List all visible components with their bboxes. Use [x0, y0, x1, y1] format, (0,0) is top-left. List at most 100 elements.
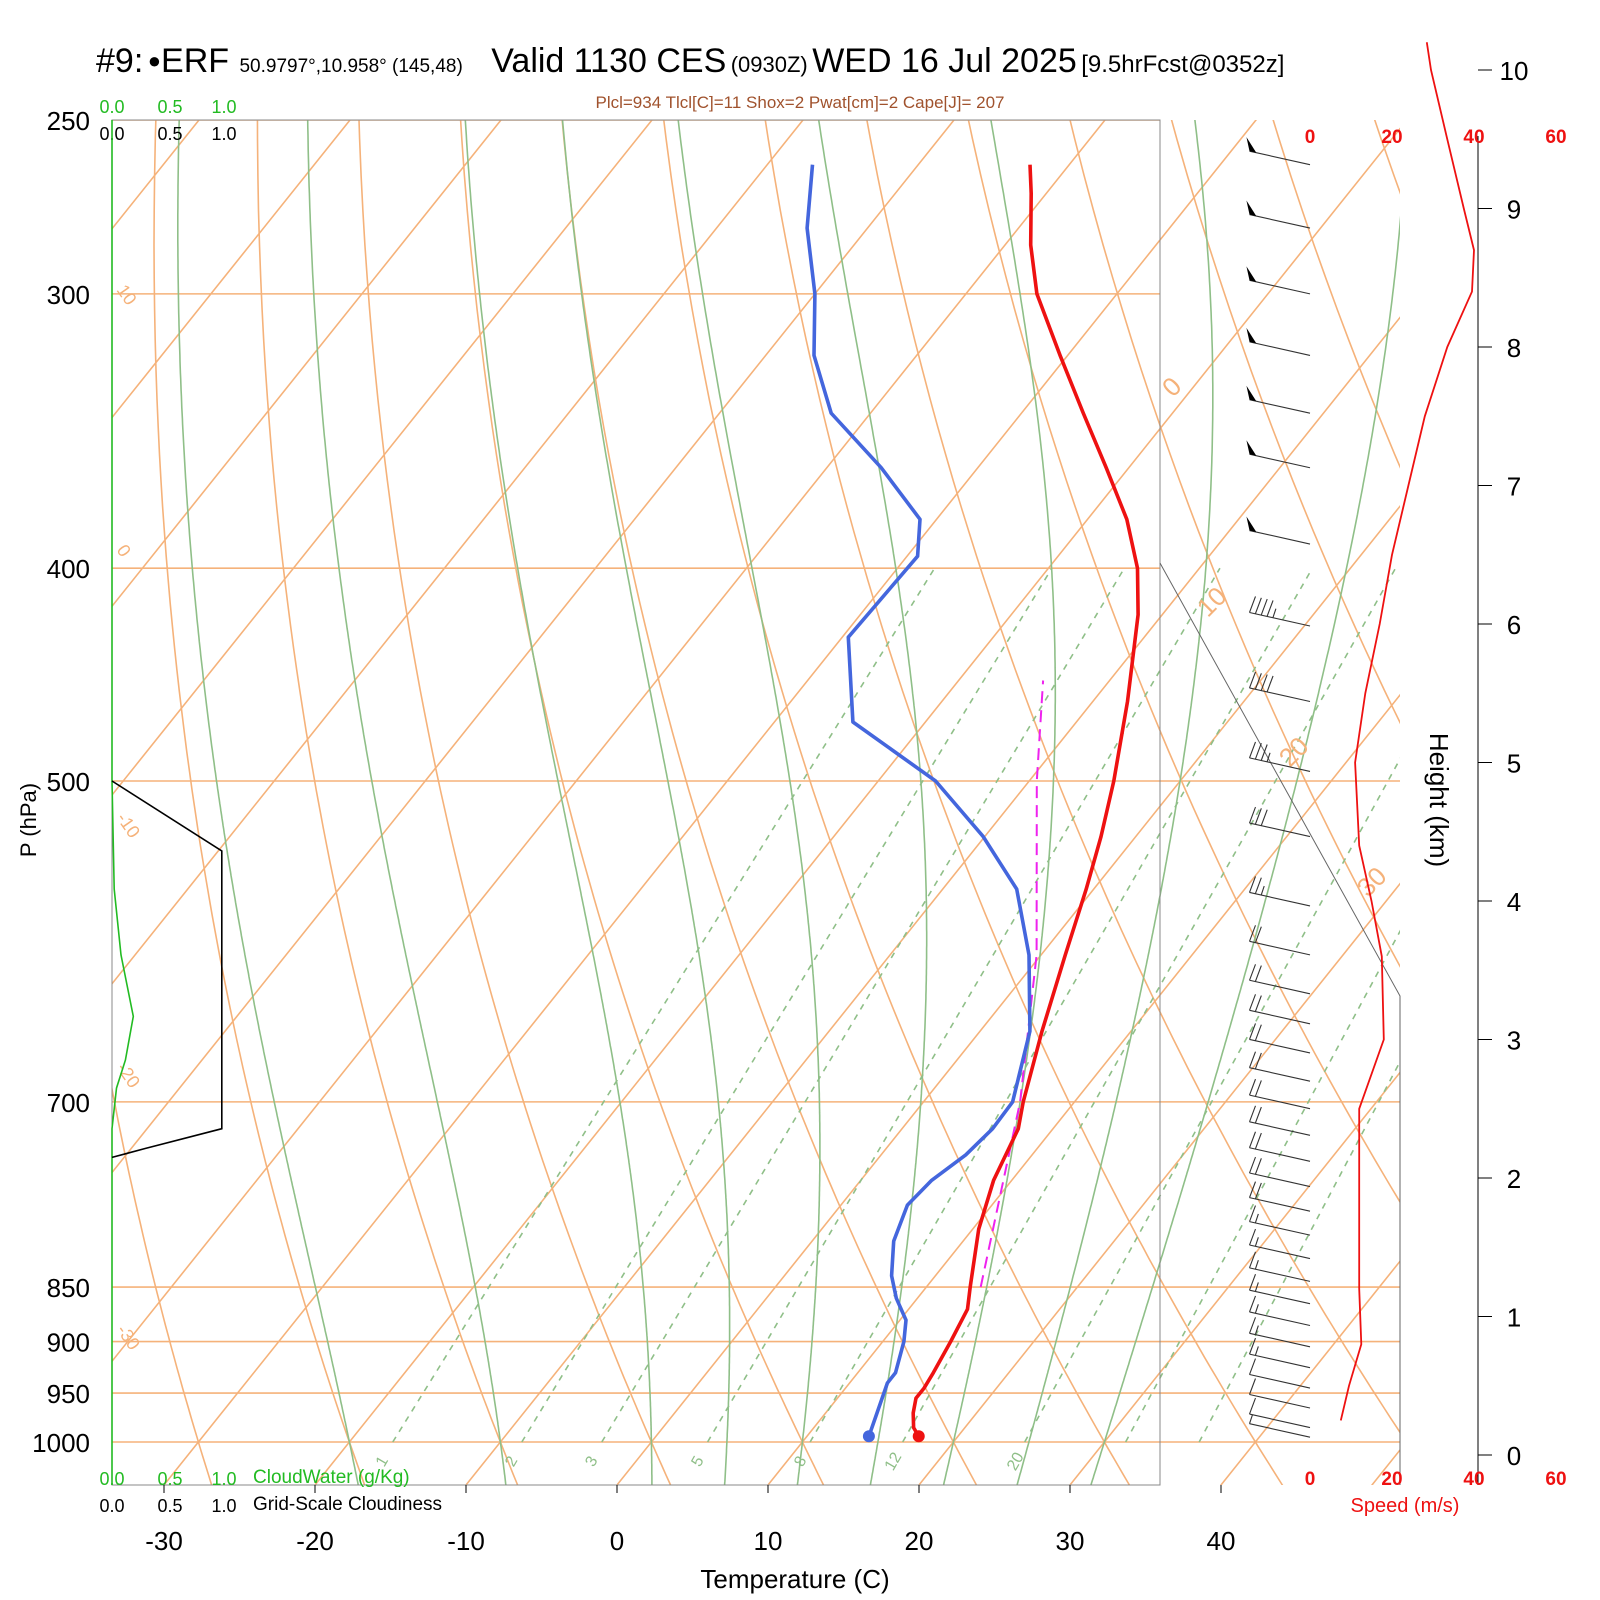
wind-barb-feather [1248, 1228, 1257, 1246]
wind-barb-flag [1246, 200, 1257, 217]
wind-barb [1248, 1131, 1311, 1162]
wind-barb-feather [1248, 1205, 1257, 1222]
mixing-ratio-label: 2 [502, 1453, 521, 1469]
mixing-ratio-line [601, 567, 1125, 1443]
dry-adiabat-line [561, 120, 978, 1485]
wind-barb-feather [1260, 674, 1268, 691]
wind-barb [1248, 1051, 1311, 1082]
wind-barb [1248, 671, 1311, 703]
height-axis-label: Height (km) [1424, 733, 1454, 867]
cloudwater-scale-bottom: 1.0 [211, 1469, 236, 1489]
plot-frame [111, 119, 1161, 1486]
height-tick-label: 0 [1507, 1441, 1521, 1471]
wind-barb [1248, 1205, 1311, 1236]
wind-barb-half-feather [1254, 1259, 1259, 1270]
mixing-ratio-line [901, 567, 1397, 1443]
cloudiness-scale-bottom: 1.0 [211, 1496, 236, 1516]
wind-barb [1246, 440, 1311, 469]
valid-date: WED 16 Jul 2025 [812, 42, 1077, 80]
wind-barb-feather [1248, 806, 1257, 824]
wind-barb-feather [1254, 597, 1262, 614]
height-tick-label: 4 [1507, 887, 1521, 917]
mixing-ratio-line [521, 567, 1053, 1443]
mixing-ratio-line [706, 567, 1221, 1443]
cloudiness-label: Grid-Scale Cloudiness [253, 1494, 442, 1515]
valid-z: (0930Z) [730, 52, 808, 77]
height-tick-label: 6 [1507, 610, 1521, 640]
wind-barb [1248, 1414, 1311, 1438]
wind-barb-feather [1248, 1337, 1257, 1355]
speed-tick-label-bottom: 0 [1305, 1469, 1316, 1490]
wind-barb-feather [1248, 1358, 1257, 1375]
wind-barb-half-feather [1266, 752, 1271, 762]
dry-adiabat-line [1373, 120, 1400, 195]
cloudiness-scale-top: 0.5 [157, 124, 182, 144]
dry-adiabat-line [1069, 120, 1400, 968]
wind-barb [1248, 1105, 1311, 1136]
mixing-ratio-line [1024, 757, 1400, 1443]
wind-barb-feather [1254, 926, 1262, 943]
mixing-ratio-label: 12 [882, 1450, 906, 1474]
pressure-tick-label: 900 [47, 1328, 90, 1358]
speed-tick-label-top: 40 [1463, 127, 1484, 148]
cloudiness-scale-top: 1.0 [211, 124, 236, 144]
wind-barb-half-feather [1254, 1325, 1259, 1335]
wind-barb-feather [1254, 743, 1262, 760]
moist-adiabat-line [306, 120, 507, 1485]
wind-barb-feather [1254, 965, 1262, 982]
moist-adiabat-line [1016, 120, 1214, 1485]
isotherm-line [766, 693, 1400, 1485]
isotherm-line [1370, 1448, 1400, 1485]
cloudwater-scale-top: 1.0 [211, 97, 236, 117]
station-id: #9: [96, 42, 144, 80]
x-tick-label: 40 [1207, 1526, 1236, 1556]
cloudwater-scale-top: 0.0 [99, 97, 124, 117]
height-tick-label: 9 [1507, 195, 1521, 225]
speed-axis-label: Speed (m/s) [1351, 1495, 1460, 1517]
wind-barb [1248, 925, 1311, 956]
wind-barb-feather [1248, 1131, 1257, 1148]
moist-adiabat-line [677, 120, 821, 1485]
pressure-tick-label: 250 [47, 106, 90, 136]
wind-barb-feather [1254, 1106, 1262, 1124]
wind-barb-feather [1248, 1156, 1257, 1174]
wind-barb-feather [1254, 1024, 1262, 1041]
dry-adiabat-line [1170, 120, 1400, 725]
dry-adiabat-line [112, 1084, 213, 1485]
isotherm-line [112, 120, 503, 608]
wind-barb [1248, 1273, 1311, 1305]
wind-barb-feather [1248, 1273, 1257, 1291]
x-tick-label: 0 [610, 1526, 624, 1556]
wind-barb-feather [1254, 995, 1262, 1012]
wind-barb-feather [1266, 600, 1274, 617]
wind-barb [1248, 806, 1311, 838]
wind-speed-trace [1339, 42, 1475, 1421]
isotherm-line [112, 120, 805, 986]
wind-barb [1248, 1317, 1311, 1348]
wind-barb [1248, 1337, 1311, 1369]
wind-barb-feather [1248, 1295, 1257, 1313]
isotherm-line [112, 120, 654, 797]
x-tick-label: 10 [754, 1526, 783, 1556]
wind-barb [1248, 964, 1311, 995]
isotherm-line [464, 316, 1400, 1485]
wind-barb-half-feather [1254, 1282, 1259, 1292]
wind-barb [1248, 1181, 1311, 1212]
dry-adiabat-line [1469, 101, 1600, 1511]
wind-barb [1246, 327, 1311, 356]
isotherm-line [112, 120, 956, 1174]
isotherm-label: 10 [113, 281, 141, 309]
moist-adiabat-line [561, 120, 731, 1485]
isotherm-line [162, 120, 1258, 1485]
wind-barb-feather [1260, 744, 1268, 761]
wind-barb [1246, 200, 1311, 229]
wind-barb-half-feather [1272, 608, 1277, 618]
mixing-ratio-label: 5 [688, 1453, 707, 1469]
dry-adiabat-line [153, 120, 366, 1485]
wind-barb-half-feather [1254, 1304, 1259, 1314]
height-tick-label: 5 [1507, 749, 1521, 779]
isotherm-label: 0 [1156, 371, 1187, 402]
wind-barb-half-feather [1254, 1213, 1259, 1224]
dry-adiabat-line [764, 120, 1284, 1485]
wind-barb-half-feather [1248, 1414, 1254, 1424]
